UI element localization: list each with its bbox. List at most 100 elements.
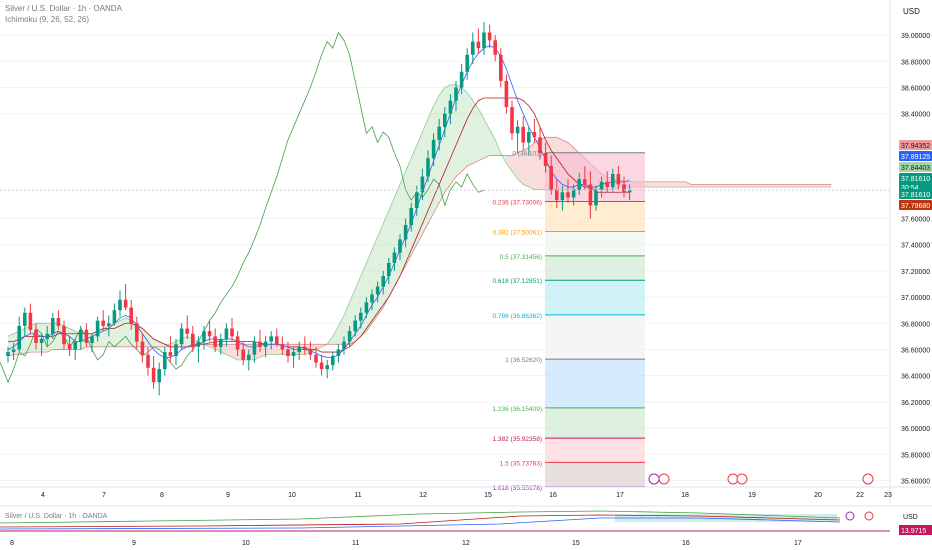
time-axis-tick: 11 [354, 492, 361, 499]
candle-body [202, 331, 206, 342]
candle-body [465, 54, 469, 72]
fib-level-label: 0.618 (37.12851) [492, 278, 542, 285]
candle-body [331, 356, 335, 366]
kumo-segment [366, 249, 372, 332]
kumo-segment [820, 184, 826, 188]
time-axis-tick: 7 [102, 492, 106, 499]
time-axis-tick: 15 [484, 492, 492, 499]
price-axis-tick: 37.00000 [901, 295, 930, 302]
kumo-segment [316, 344, 322, 350]
candle-body [101, 320, 105, 326]
candle-body [359, 312, 363, 321]
candle-body [443, 113, 447, 127]
candle-body [560, 192, 565, 201]
candle-body [174, 344, 178, 357]
kumo-segment [489, 129, 496, 156]
kumo-segment [752, 184, 759, 188]
candle-body [454, 87, 458, 101]
subpane-line [0, 510, 841, 524]
candle-body [347, 331, 352, 342]
price-axis-tick: 38.80000 [901, 59, 930, 66]
fib-level-label: 0.5 (37.31456) [500, 254, 542, 261]
price-axis-tick: 36.00000 [901, 426, 930, 433]
price-axis-tick: 36.20000 [901, 400, 930, 407]
candle-body [191, 333, 195, 347]
kumo-segment [708, 184, 714, 188]
time-axis-tick: 18 [681, 492, 689, 499]
kumo-segment [484, 118, 490, 159]
kumo-segment [411, 145, 417, 256]
fib-level-label: 1 (36.52620) [505, 357, 542, 364]
kijun-sen-line [8, 97, 630, 353]
time-axis-tick: 22 [856, 492, 864, 499]
kumo-segment [433, 95, 440, 214]
time-axis-tick: 19 [748, 492, 756, 499]
price-badge-label: 37.89125 [901, 154, 930, 161]
kumo-segment [730, 184, 736, 188]
candle-body [219, 338, 223, 347]
price-badge-label: 37.79680 [901, 203, 930, 210]
tenkan-sen-line [7, 45, 630, 358]
candle-body [297, 346, 301, 353]
candle-body [56, 318, 61, 326]
subpane-time-tick: 11 [352, 540, 359, 547]
candle-body [146, 354, 150, 368]
candle-body [482, 32, 486, 49]
candle-body [252, 341, 257, 355]
candle-body [471, 41, 475, 55]
kumo-segment [769, 184, 776, 188]
fib-level-label: 1.236 (36.15409) [492, 406, 542, 413]
candle-body [123, 299, 128, 308]
candle-body [275, 336, 279, 345]
candle-body [627, 190, 632, 193]
kumo-segment [652, 181, 658, 188]
currency-label[interactable]: USD [903, 7, 920, 16]
fib-zone [545, 359, 645, 408]
time-axis-tick: 16 [549, 492, 557, 499]
candle-body [342, 341, 346, 350]
kumo-segment [41, 323, 48, 353]
candle-body [107, 323, 111, 326]
candle-body [420, 176, 425, 193]
kumo-segment [680, 181, 686, 188]
fib-zone [545, 462, 645, 487]
candle-body [611, 173, 615, 188]
candle-body [39, 338, 44, 343]
kumo-segment [271, 344, 277, 355]
candle-body [364, 302, 369, 313]
candle-body [11, 349, 16, 353]
price-axis-tick: 35.60000 [901, 478, 930, 485]
subpane-time-tick: 15 [572, 540, 580, 547]
candle-body [235, 336, 240, 350]
candle-body [51, 318, 55, 334]
candle-body [622, 184, 626, 193]
candle-body [151, 367, 156, 383]
subpane-value-badge [899, 525, 932, 535]
price-badge [899, 189, 932, 199]
candle-body [6, 352, 10, 357]
candle-body [538, 137, 542, 153]
time-axis-tick: 20 [814, 492, 822, 499]
candle-body [493, 40, 497, 55]
price-axis-tick: 36.40000 [901, 374, 930, 381]
kumo-segment [517, 150, 524, 185]
event-marker-icon [658, 473, 670, 485]
price-badge-label: 37.81610 [901, 176, 930, 183]
event-marker-icon [862, 473, 874, 485]
kumo-segment [814, 184, 820, 188]
candle-body [353, 320, 357, 332]
price-axis-tick: 36.80000 [901, 321, 930, 328]
kumo-segment [456, 84, 462, 177]
candle-body [325, 365, 329, 370]
candle-body [207, 331, 212, 337]
candle-body [527, 132, 531, 143]
kumo-segment [674, 181, 680, 188]
candle-body [437, 126, 441, 140]
price-axis-tick: 36.60000 [901, 347, 930, 354]
kumo-segment [226, 344, 232, 358]
candle-body [577, 179, 581, 190]
candle-body [476, 41, 481, 49]
candle-body [247, 354, 251, 360]
kumo-segment [108, 323, 115, 347]
